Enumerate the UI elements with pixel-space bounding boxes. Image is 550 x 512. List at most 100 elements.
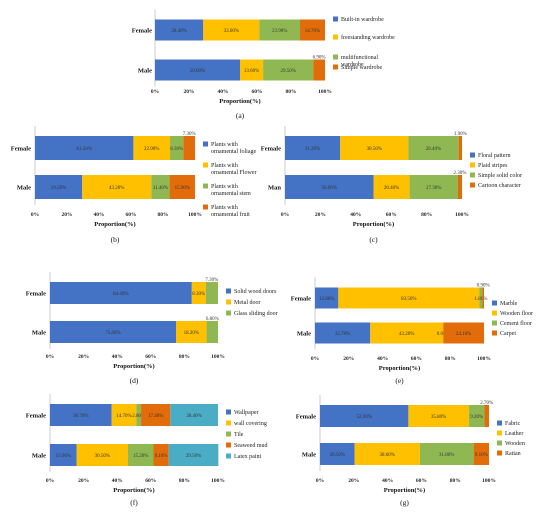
bar-segment (183, 136, 195, 160)
data-label: 17.40% (148, 414, 163, 419)
data-label: 13.60% (244, 69, 259, 74)
x-tick-label: 100% (188, 212, 202, 218)
bar-segment (263, 59, 314, 81)
x-tick-label: 60% (411, 356, 422, 362)
x-tick-label: 40% (94, 212, 105, 218)
data-label: 6.90% (313, 56, 326, 61)
legend-swatch (470, 172, 475, 178)
legend-entry: Wooden floor (500, 310, 533, 317)
legend-entry: freestanding wardrobe (341, 34, 395, 41)
bar-segment (285, 175, 374, 199)
legend-swatch (226, 409, 231, 415)
bar-segment (409, 175, 458, 199)
bar-segment (168, 444, 219, 466)
bar-segment (141, 404, 171, 426)
x-tick-label: 40% (218, 89, 229, 95)
data-label: 7.30% (183, 132, 196, 137)
bar-segment (136, 404, 142, 426)
legend-entry: Plaid stripes (478, 163, 508, 169)
bar-segment (408, 136, 459, 160)
x-tick-label: 100% (477, 356, 491, 362)
panel-label: (e) (395, 376, 404, 385)
data-label: 28.40% (426, 147, 441, 152)
x-axis-label: Proportion(%) (113, 487, 154, 494)
x-tick-label: 40% (382, 478, 393, 484)
x-tick-label: 80% (421, 212, 432, 218)
legend-entry: Metal door (234, 300, 261, 306)
bar-segment (50, 321, 176, 343)
x-tick-label: 60% (386, 212, 397, 218)
bar-segment (408, 405, 469, 427)
category-label: Female (296, 414, 316, 421)
data-label: 1.80% (474, 297, 487, 302)
bar-segment (370, 322, 444, 344)
legend-entry: Plants with ornamental Flower (211, 163, 257, 176)
panel-label: (d) (130, 376, 139, 385)
legend-entry: Wallpaper (234, 410, 259, 416)
legend-entry: Carpet (500, 331, 516, 337)
data-label: 9.10% (155, 454, 168, 459)
bar-segment (111, 404, 137, 426)
legend-swatch (497, 440, 502, 446)
x-tick-label: 0% (316, 478, 324, 484)
legend-entry: multifunctional wardrobe (341, 54, 378, 68)
data-label: 11.40% (153, 186, 168, 191)
panel-label: (f) (130, 498, 138, 507)
x-axis-label: Proportion(%) (219, 98, 260, 105)
x-tick-label: 20% (343, 356, 354, 362)
panel-b: 0% 20% 40% 60% 80% 100% Proportion(%) (b) Female… (11, 126, 257, 244)
bar-segment (419, 443, 474, 465)
data-label: 14.70% (305, 29, 320, 34)
bar-segment (50, 404, 112, 426)
panel-e: 0% 20% 40% 60% 80% 100% Proportion(%) (e) Female… (291, 277, 533, 385)
legend-entry: Wooden (505, 441, 525, 447)
category-label: Female (26, 291, 46, 298)
bar-segment (320, 443, 355, 465)
data-label: 8.30% (192, 292, 205, 297)
x-tick-label: 60% (126, 212, 137, 218)
data-label: 31.80% (439, 453, 454, 458)
legend-entry: Glass sliding door (234, 311, 278, 317)
bar-segment (320, 405, 409, 427)
category-label: Female (132, 28, 152, 35)
bar-segment (170, 404, 218, 426)
legend-swatch (226, 420, 231, 426)
category-label: Male (138, 68, 152, 75)
data-label: 36.70% (73, 414, 88, 419)
x-tick-label: 80% (158, 212, 169, 218)
x-tick-label: 100% (211, 354, 225, 360)
legend-swatch (226, 288, 231, 294)
panel-label: (b) (111, 235, 120, 244)
bar-segment (354, 443, 420, 465)
data-label: 15.90% (56, 454, 71, 459)
panel-c: 0% 20% 40% 60% 80% 100% Proportion(%) (c) Female… (261, 126, 522, 244)
legend-entry: Tile (234, 432, 244, 438)
x-tick-label: 60% (145, 478, 156, 484)
data-label: 28.40% (171, 29, 186, 34)
bar-segment (315, 287, 339, 309)
legend-swatch (203, 183, 208, 189)
data-label: 84.40% (113, 292, 128, 297)
bar-segment (133, 136, 171, 160)
bar-segment (473, 443, 489, 465)
data-label: 15.90% (175, 186, 190, 191)
x-tick-label: 0% (281, 212, 289, 218)
legend-swatch (333, 34, 338, 40)
bar-segment (50, 444, 77, 466)
legend-swatch (470, 182, 475, 188)
legend-swatch (203, 204, 208, 210)
data-label: 8.30% (170, 147, 183, 152)
legend-swatch (226, 442, 231, 448)
x-tick-label: 100% (455, 212, 469, 218)
category-label: Female (291, 296, 311, 303)
x-tick-label: 20% (348, 478, 359, 484)
x-tick-label: 80% (179, 354, 190, 360)
legend-swatch (226, 310, 231, 316)
data-label: 28.40% (186, 414, 201, 419)
legend-swatch (333, 16, 338, 22)
bar-segment (205, 282, 218, 304)
bar-segment (457, 175, 462, 199)
category-label: Female (261, 146, 281, 153)
bar-segment (340, 136, 409, 160)
data-label: 33.00% (224, 29, 239, 34)
